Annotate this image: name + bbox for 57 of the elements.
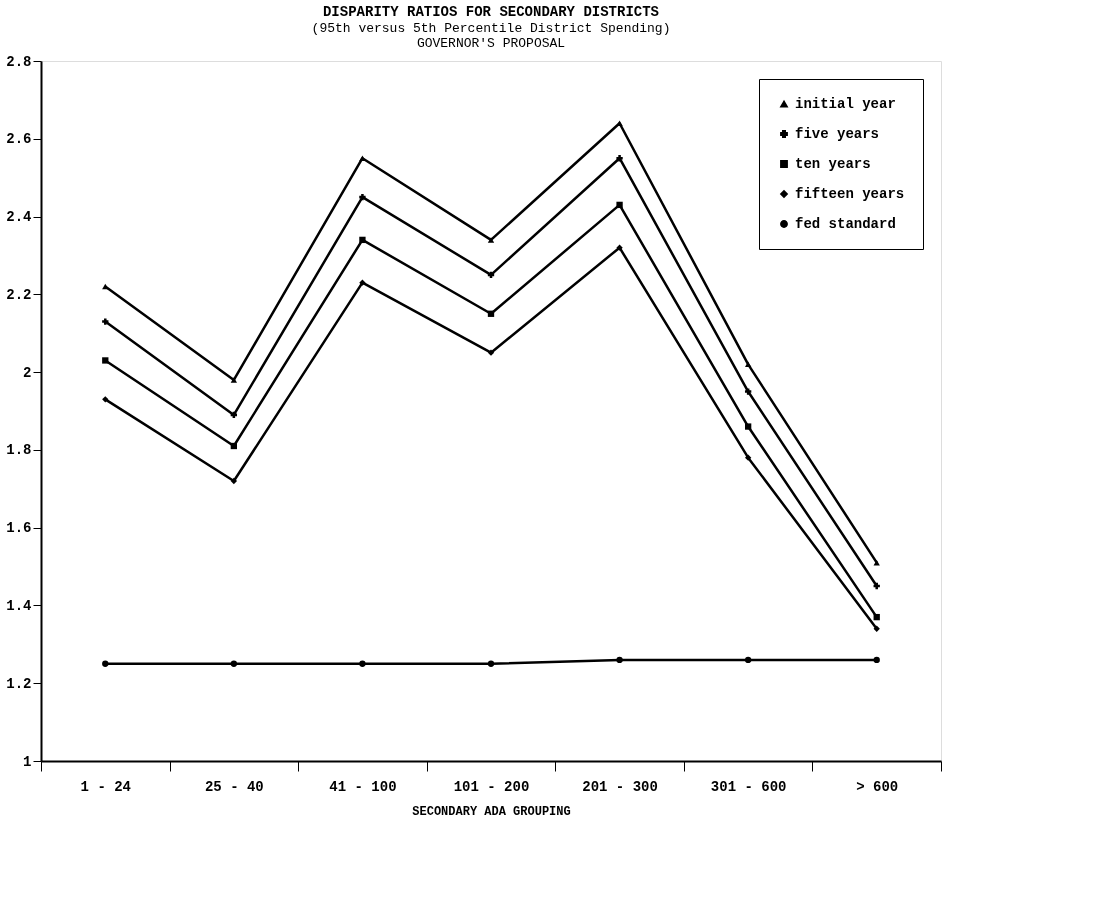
point: [230, 442, 238, 450]
legend-label: ten years: [795, 156, 871, 172]
x-tick-label: 41 - 100: [329, 778, 397, 795]
y-tick-label: 2.6: [6, 131, 32, 148]
y-tick-label: 2.8: [6, 53, 32, 70]
y-tick-label: 2.2: [6, 286, 32, 303]
point: [487, 310, 495, 317]
point: [616, 120, 623, 126]
chart-subtitle: (95th versus 5th Percentile District Spending): [311, 21, 671, 36]
point: [102, 660, 109, 667]
point: [230, 477, 238, 485]
point: [230, 377, 238, 383]
point: [487, 660, 495, 667]
point: [744, 423, 752, 430]
point: [102, 357, 109, 364]
legend-label: fifteen years: [795, 186, 905, 202]
y-tick-label: 1.8: [6, 442, 32, 459]
y-tick-label: 2.4: [6, 209, 32, 226]
point: [487, 349, 495, 356]
point: [359, 155, 366, 161]
point: [616, 656, 623, 664]
chart-title: DISPARITY RATIOS FOR SECONDARY DISTRICTS: [322, 4, 660, 20]
point: [744, 656, 752, 664]
legend-label: five years: [795, 126, 880, 142]
x-tick-label: > 600: [856, 778, 899, 795]
y-tick-label: 1: [23, 753, 32, 770]
x-tick-label: 201 - 300: [582, 778, 658, 795]
legend-label: fed standard: [795, 216, 896, 232]
point: [102, 318, 109, 325]
x-tick-label: 1 - 24: [80, 778, 131, 795]
point: [616, 244, 623, 251]
point: [744, 454, 752, 461]
point: [873, 613, 880, 621]
point: [102, 396, 109, 403]
x-tick-label: 301 - 600: [710, 778, 787, 795]
point: [487, 237, 495, 243]
y-tick-label: 1.2: [6, 675, 32, 692]
point: [744, 388, 752, 395]
point: [744, 361, 752, 368]
point: [616, 201, 623, 209]
y-tick-label: 1.6: [6, 520, 32, 537]
point: [616, 155, 623, 162]
point: [230, 660, 238, 667]
point: [359, 279, 366, 286]
x-axis-title: SECONDARY ADA GROUPING: [412, 804, 571, 819]
point: [359, 660, 366, 667]
point: [873, 625, 880, 632]
x-tick-label: 101 - 200: [453, 778, 530, 795]
legend-label: initial year: [795, 96, 896, 112]
point: [359, 193, 366, 201]
y-tick-label: 2: [23, 364, 32, 381]
point: [359, 236, 366, 244]
text: GOVERNOR'S PROPOSAL: [416, 36, 566, 51]
x-tick-label: 25 - 40: [204, 778, 264, 795]
y-tick-label: 1.4: [6, 597, 32, 614]
point: [873, 582, 880, 590]
point: [873, 656, 880, 664]
